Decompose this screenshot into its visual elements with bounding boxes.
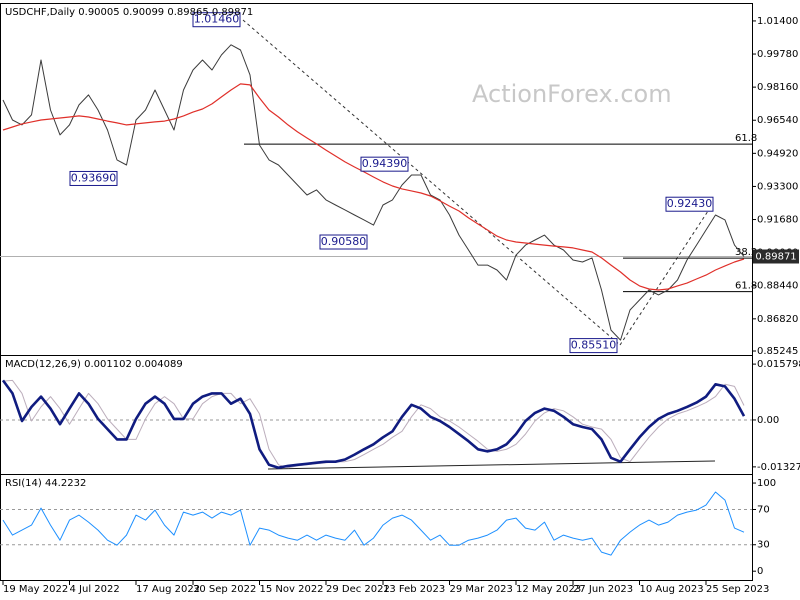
fib-level-label: 38.2 (735, 247, 757, 258)
price-label: 1.01460 (194, 13, 240, 26)
price-label: 0.92430 (667, 197, 713, 210)
y-tick-label: 70 (757, 504, 770, 515)
price-label-box (69, 170, 118, 186)
series-line (2, 44, 745, 341)
fib-level-label: 61.8 (735, 133, 757, 144)
y-tick-label: 0.85245 (757, 346, 798, 357)
price-label: 0.90580 (321, 235, 367, 248)
price-label: 0.93690 (71, 171, 117, 184)
price-label-box (360, 156, 409, 172)
series-line (1, 379, 746, 469)
y-tick-label: 0.94920 (757, 148, 798, 159)
y-tick-label: 0.98160 (757, 82, 798, 93)
price-label: 0.85510 (571, 339, 617, 352)
x-tick-label: 4 Jul 2022 (70, 584, 120, 595)
y-tick-label: -0.013274 (757, 462, 800, 473)
x-tick-label: 25 Sep 2023 (706, 584, 769, 595)
x-tick-label: 17 Aug 2022 (136, 584, 200, 595)
y-tick-label: 0.93300 (757, 181, 798, 192)
price-label-box (319, 234, 368, 250)
panel-title: RSI(14) 44.2232 (5, 478, 86, 489)
fib-level-label: 61.8 (735, 281, 757, 292)
x-tick-label: 27 Jun 2023 (573, 584, 633, 595)
last-price-label: 0.89871 (755, 251, 796, 262)
y-tick-label: 1.01400 (757, 16, 798, 27)
trend-line (242, 19, 621, 346)
x-tick-label: 13 Feb 2023 (383, 584, 445, 595)
x-tick-label: 15 Nov 2022 (260, 584, 324, 595)
y-tick-label: 30 (757, 540, 770, 551)
panel-title: MACD(12,26,9) 0.001102 0.004089 (5, 359, 183, 370)
price-label-box (665, 196, 714, 212)
divergence-line (267, 460, 716, 470)
series-line (2, 83, 745, 291)
x-tick-label: 30 Sep 2022 (193, 584, 256, 595)
y-tick-label: 0.96540 (757, 115, 798, 126)
x-tick-label: 29 Mar 2023 (450, 584, 513, 595)
series-line (2, 491, 745, 556)
y-tick-label: 0.86820 (757, 314, 798, 325)
y-tick-label: 100 (757, 478, 776, 489)
y-tick-label: 0 (757, 566, 763, 577)
price-label-box (569, 338, 618, 354)
trend-line (619, 204, 713, 346)
last-price-box (753, 249, 799, 264)
watermark: ActionForex.com (472, 80, 672, 108)
x-tick-label: 19 May 2022 (3, 584, 68, 595)
y-tick-label: 0.99780 (757, 49, 798, 60)
panel-title: USDCHF,Daily 0.90005 0.90099 0.89865 0.8… (5, 7, 253, 18)
x-tick-label: 10 Aug 2023 (640, 584, 704, 595)
panel-frame (0, 474, 753, 581)
y-tick-label: 0.91680 (757, 215, 798, 226)
y-tick-label: 0.00 (757, 415, 779, 426)
y-tick-label: 0.88440 (757, 281, 798, 292)
x-tick-label: 12 May 2023 (516, 584, 581, 595)
y-tick-label: 0.015798 (757, 359, 800, 370)
x-tick-label: 29 Dec 2022 (326, 584, 390, 595)
price-label: 0.94390 (362, 157, 408, 170)
price-label-box (192, 12, 241, 28)
